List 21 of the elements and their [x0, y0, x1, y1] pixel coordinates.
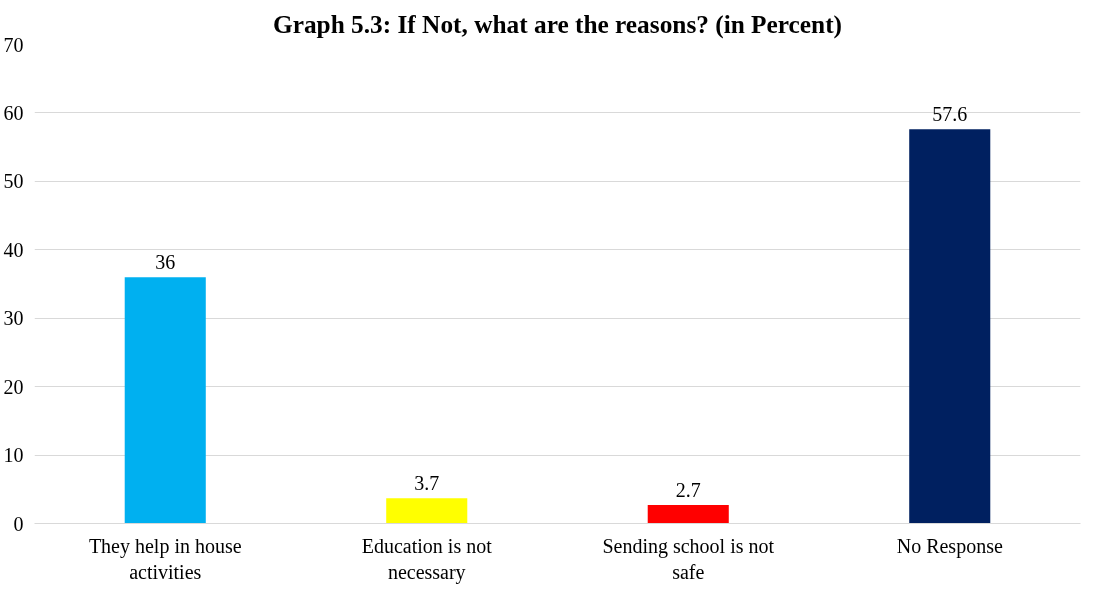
x-tick-label: No Response	[896, 534, 1003, 558]
x-tick-label: They help in house activities	[88, 534, 242, 583]
y-tick-label: 30	[3, 307, 24, 330]
data-label: 36	[155, 251, 176, 274]
y-tick-label: 40	[3, 238, 24, 261]
data-label: 57.6	[932, 103, 968, 126]
chart-title: Graph 5.3: If Not, what are the reasons? (in Percent)	[272, 9, 843, 39]
y-tick-label: 70	[3, 33, 24, 56]
y-tick-label: 10	[3, 444, 24, 467]
bar	[386, 498, 468, 524]
bar	[909, 129, 991, 524]
y-tick-label: 60	[3, 101, 24, 124]
y-tick-label: 50	[3, 170, 24, 193]
data-label: 2.7	[675, 479, 701, 502]
y-tick-label: 20	[3, 375, 24, 398]
bar	[124, 277, 206, 524]
bar	[647, 505, 729, 524]
data-label: 3.7	[414, 472, 440, 495]
y-tick-label: 0	[13, 512, 24, 535]
x-tick-label: Education is not necessary	[361, 534, 493, 584]
x-tick-label: Sending school is not safe	[602, 534, 775, 583]
